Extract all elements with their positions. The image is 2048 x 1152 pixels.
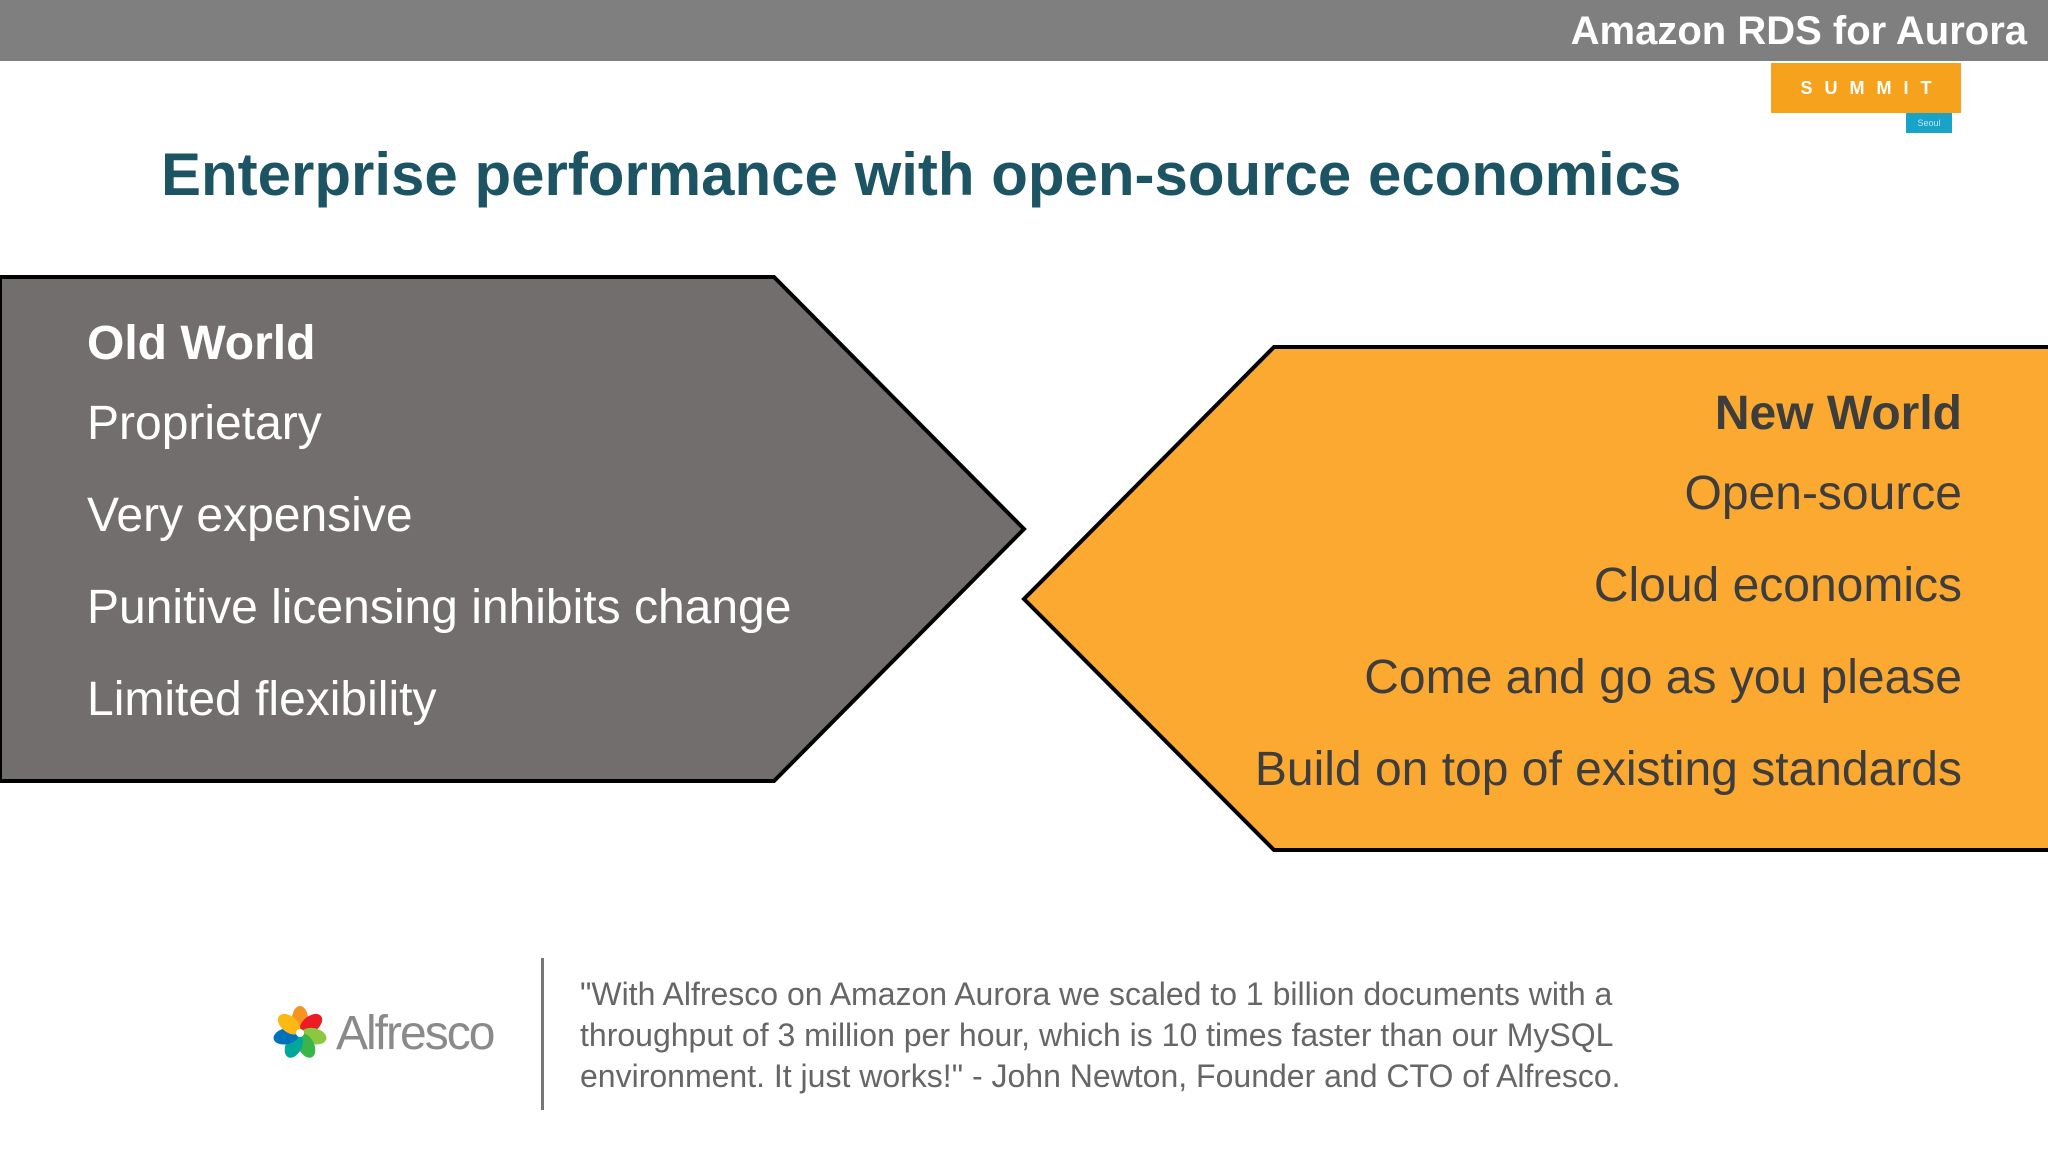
new-world-item: Open-source bbox=[1684, 467, 1962, 520]
new-world-item: Come and go as you please bbox=[1364, 651, 1962, 704]
old-world-panel: Old World Proprietary Very expensive Pun… bbox=[87, 314, 887, 764]
old-world-heading: Old World bbox=[87, 317, 316, 370]
old-world-item: Proprietary bbox=[87, 397, 322, 450]
alfresco-logo-text: Alfresco bbox=[336, 1006, 495, 1060]
old-world-item: Limited flexibility bbox=[87, 673, 437, 726]
summit-location-tab: Seoul bbox=[1906, 113, 1952, 133]
old-world-shape bbox=[0, 275, 1027, 783]
old-world-item: Punitive licensing inhibits change bbox=[87, 581, 792, 634]
quote-divider bbox=[541, 958, 544, 1110]
header-bar: Amazon RDS for Aurora bbox=[0, 0, 2048, 61]
old-world-item: Very expensive bbox=[87, 489, 413, 542]
header-title: Amazon RDS for Aurora bbox=[1570, 9, 2027, 53]
testimonial-quote: "With Alfresco on Amazon Aurora we scale… bbox=[580, 976, 1621, 1094]
new-world-heading: New World bbox=[1714, 387, 1962, 440]
new-world-shape bbox=[1021, 345, 2048, 852]
summit-logo: SUMMIT bbox=[1771, 63, 1961, 113]
slide-title: Enterprise performance with open-source … bbox=[161, 141, 1682, 208]
new-world-panel: New World Open-source Cloud economics Co… bbox=[1062, 384, 1962, 834]
new-world-item: Cloud economics bbox=[1593, 559, 1962, 612]
alfresco-flower-icon bbox=[273, 1006, 327, 1058]
new-world-item: Build on top of existing standards bbox=[1254, 743, 1962, 796]
alfresco-logo: Alfresco bbox=[272, 1000, 516, 1066]
